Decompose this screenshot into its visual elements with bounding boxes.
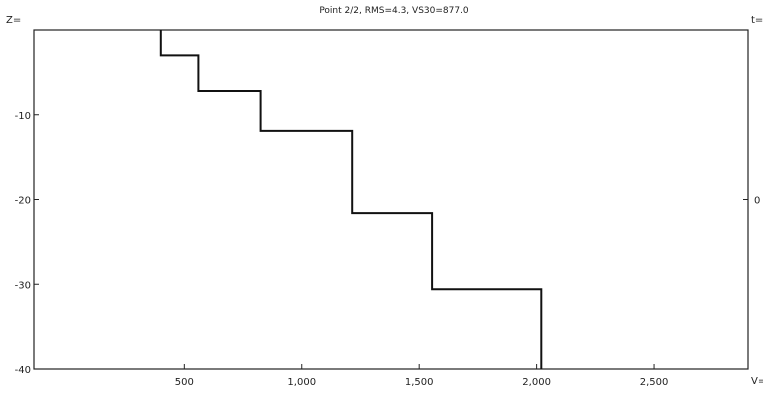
x-tick-label: 500 bbox=[175, 377, 194, 388]
x-axis-label: V= bbox=[751, 376, 763, 387]
x-tick-label: 1,500 bbox=[405, 377, 434, 388]
x-tick-label: 1,000 bbox=[287, 377, 316, 388]
axis-ticks: 500 1,000 1,500 2,000 2,500 -10 -20 -30 -40 0 bbox=[15, 111, 761, 388]
right-axis-label: t= bbox=[751, 15, 763, 26]
right-axis-tick-label: 0 bbox=[754, 196, 760, 207]
y-axis-label: Z= bbox=[6, 15, 21, 26]
y-tick-label: -10 bbox=[15, 111, 31, 122]
x-tick-label: 2,000 bbox=[522, 377, 551, 388]
y-tick-label: -40 bbox=[15, 365, 31, 376]
plot-frame bbox=[33, 29, 749, 370]
y-tick-label: -20 bbox=[15, 196, 31, 207]
x-tick-label: 2,500 bbox=[640, 377, 669, 388]
velocity-profile-line bbox=[159, 30, 543, 369]
chart-title: Point 2/2, RMS=4.3, VS30=877.0 bbox=[319, 6, 469, 16]
y-tick-label: -30 bbox=[15, 280, 31, 291]
